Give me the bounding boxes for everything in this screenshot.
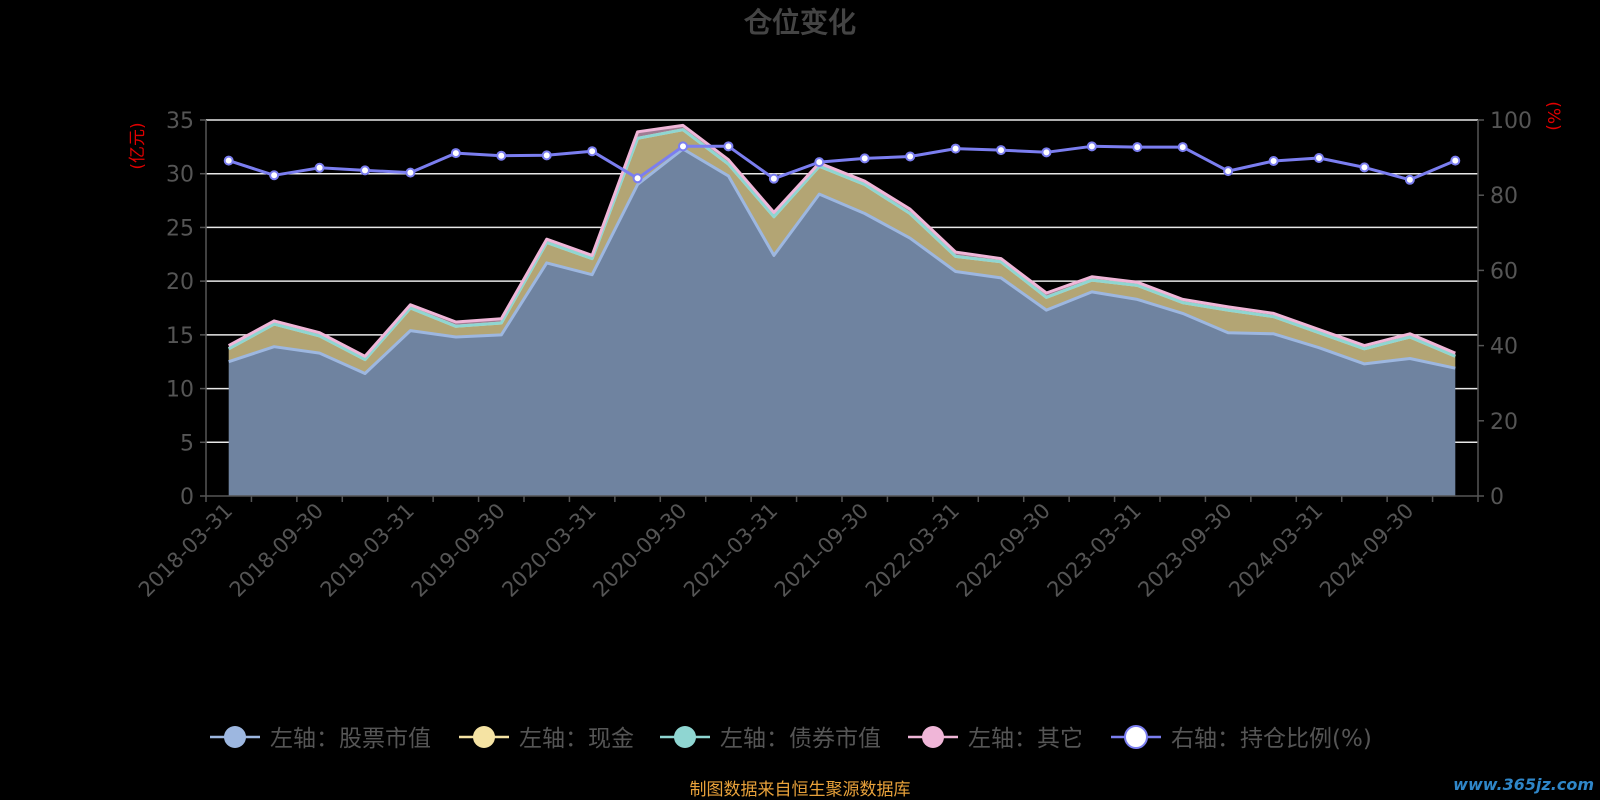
ratio-point (1268, 155, 1279, 166)
legend-label: 左轴：其它 (968, 726, 1083, 752)
ratio-point (450, 148, 461, 159)
x-ticks: 2018-03-312018-09-302019-03-312019-09-30… (134, 499, 1418, 602)
ratio-point (905, 151, 916, 162)
ratio-point (1086, 141, 1097, 152)
x-tick-label: 2019-09-30 (407, 499, 510, 602)
y-right-tick-label: 60 (1490, 259, 1518, 284)
legend: 左轴：股票市值 左轴：现金 左轴：债券市值 左轴：其它 右轴：持仓比例(%) (210, 725, 1372, 752)
right-axis-unit: (%) (1543, 101, 1563, 130)
watermark: www.365jz.com (1453, 775, 1594, 794)
x-tick-label: 2018-03-31 (134, 499, 237, 602)
ratio-point (1359, 162, 1370, 173)
y-left-ticks: 0 5 10 15 20 25 30 35 (166, 109, 206, 510)
ratio-point (314, 162, 325, 173)
x-tick-label: 2022-09-30 (952, 499, 1055, 602)
axes (205, 120, 1479, 502)
ratio-point (768, 173, 779, 184)
ratio-line-path (228, 144, 1456, 182)
ratio-point (1223, 166, 1234, 177)
ratio-line (223, 141, 1461, 185)
y-left-tick-label: 30 (166, 163, 194, 188)
area-line-2 (227, 128, 1456, 362)
legend-label: 左轴：现金 (519, 726, 634, 752)
area-line-3 (227, 123, 1456, 358)
stacked-areas (227, 123, 1456, 496)
x-tick-label: 2021-09-30 (770, 499, 873, 602)
x-tick-label: 2018-09-30 (225, 499, 328, 602)
y-right-tick-label: 20 (1490, 410, 1518, 435)
legend-label: 左轴：债券市值 (720, 726, 881, 752)
ratio-point (996, 145, 1006, 156)
ratio-point (723, 141, 734, 152)
legend-label: 右轴：持仓比例(%) (1171, 726, 1372, 752)
y-left-tick-label: 10 (166, 378, 194, 403)
y-right-tick-label: 0 (1490, 485, 1504, 510)
y-right-tick-label: 80 (1490, 184, 1518, 209)
legend-label: 左轴：股票市值 (270, 726, 431, 752)
area-0 (228, 149, 1456, 496)
x-tick-label: 2024-09-30 (1315, 499, 1418, 602)
y-left-tick-label: 15 (166, 324, 194, 349)
y-right-ticks: 0 20 40 60 80 100 (1478, 109, 1532, 510)
ratio-point (1450, 155, 1461, 166)
y-left-tick-label: 20 (166, 270, 194, 295)
ratio-point (496, 150, 507, 161)
x-tick-label: 2020-09-30 (588, 499, 691, 602)
ratio-point (632, 173, 643, 184)
x-tick-label: 2019-03-31 (316, 499, 419, 602)
ratio-point (950, 143, 961, 154)
legend-marker (473, 726, 495, 748)
x-tick-label: 2020-03-31 (497, 499, 600, 602)
y-left-tick-label: 35 (166, 109, 194, 134)
y-left-tick-label: 25 (166, 216, 194, 241)
ratio-point (360, 165, 370, 176)
ratio-point (223, 155, 234, 166)
ratio-point (1132, 142, 1143, 153)
y-right-tick-label: 100 (1490, 109, 1532, 134)
area-line-0 (228, 147, 1456, 375)
y-left-tick-label: 5 (180, 431, 194, 456)
x-tick-label: 2023-03-31 (1043, 499, 1146, 602)
ratio-point (541, 150, 552, 161)
ratio-point (814, 157, 825, 168)
area-1 (228, 129, 1456, 374)
x-tick-label: 2024-03-31 (1224, 499, 1327, 602)
left-axis-unit: (亿元) (128, 122, 148, 169)
ratio-point (1404, 174, 1415, 185)
y-left-tick-label: 0 (180, 485, 194, 510)
ratio-point (1041, 147, 1052, 158)
legend-marker (1124, 725, 1148, 749)
ratio-point (405, 167, 416, 178)
ratio-point (269, 170, 280, 181)
x-tick-label: 2023-09-30 (1133, 499, 1236, 602)
legend-marker (922, 726, 944, 748)
y-right-tick-label: 40 (1490, 335, 1518, 360)
ratio-point (1177, 142, 1188, 153)
x-tick-label: 2021-03-31 (679, 499, 782, 602)
x-tick-label: 2022-03-31 (861, 499, 964, 602)
ratio-point (587, 146, 598, 157)
legend-marker (224, 726, 246, 748)
ratio-point (678, 141, 688, 152)
chart-title: 仓位变化 (744, 6, 856, 39)
footer-source: 制图数据来自恒生聚源数据库 (690, 780, 911, 800)
ratio-point (1314, 152, 1324, 163)
legend-marker (674, 726, 696, 748)
ratio-point (859, 153, 870, 164)
